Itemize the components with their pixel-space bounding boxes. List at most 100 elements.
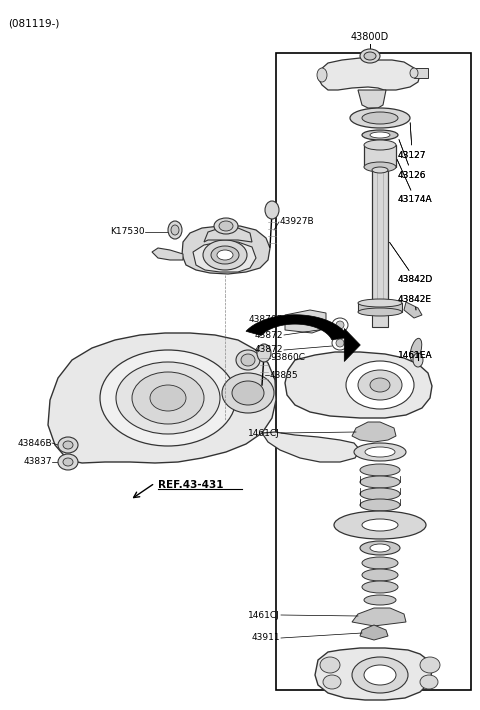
Ellipse shape [265, 201, 279, 219]
Polygon shape [152, 248, 183, 260]
Text: 43174A: 43174A [397, 160, 432, 204]
Text: 43872: 43872 [254, 330, 283, 339]
Ellipse shape [323, 675, 341, 689]
Text: 1461EA: 1461EA [398, 351, 432, 359]
Ellipse shape [360, 488, 400, 500]
Ellipse shape [358, 299, 402, 307]
Ellipse shape [168, 221, 182, 239]
Ellipse shape [410, 339, 422, 361]
Bar [276, 53, 471, 690]
Ellipse shape [214, 218, 238, 234]
Text: 1461CJ: 1461CJ [248, 429, 280, 437]
Ellipse shape [354, 443, 406, 461]
Ellipse shape [420, 675, 438, 689]
Ellipse shape [100, 350, 236, 446]
Ellipse shape [211, 246, 239, 264]
Ellipse shape [360, 476, 400, 488]
Ellipse shape [336, 339, 344, 347]
Ellipse shape [358, 308, 402, 316]
Ellipse shape [364, 162, 396, 172]
Ellipse shape [364, 665, 396, 685]
Text: 43846B: 43846B [17, 439, 52, 447]
Ellipse shape [365, 447, 395, 457]
Ellipse shape [362, 112, 398, 124]
Text: 43126: 43126 [398, 140, 427, 180]
Bar [358, 303, 402, 312]
Ellipse shape [352, 657, 408, 693]
Ellipse shape [58, 437, 78, 453]
Ellipse shape [360, 499, 400, 511]
Ellipse shape [362, 581, 398, 593]
Text: 1461CJ: 1461CJ [248, 611, 280, 620]
Ellipse shape [317, 68, 327, 82]
Ellipse shape [362, 569, 398, 581]
Text: 43842E: 43842E [398, 295, 432, 310]
Ellipse shape [346, 361, 414, 409]
Text: 43872: 43872 [254, 346, 283, 354]
Polygon shape [318, 58, 420, 90]
Text: 43127: 43127 [398, 123, 427, 160]
Ellipse shape [116, 362, 220, 434]
Ellipse shape [360, 464, 400, 476]
Ellipse shape [372, 167, 388, 173]
Ellipse shape [217, 250, 233, 260]
Ellipse shape [171, 225, 179, 235]
Text: 43174A: 43174A [397, 160, 432, 204]
Polygon shape [48, 333, 276, 463]
Ellipse shape [132, 372, 204, 424]
Bar [372, 312, 388, 327]
Text: 93860C: 93860C [270, 354, 305, 363]
Ellipse shape [362, 557, 398, 569]
Polygon shape [404, 302, 422, 318]
Bar [372, 170, 388, 305]
Text: 43126: 43126 [398, 140, 427, 180]
Ellipse shape [370, 544, 390, 552]
Text: 43842E: 43842E [398, 295, 432, 310]
Ellipse shape [219, 221, 233, 231]
Polygon shape [344, 329, 360, 361]
Ellipse shape [362, 519, 398, 531]
Polygon shape [262, 432, 360, 462]
Ellipse shape [360, 541, 400, 555]
Text: 43911: 43911 [252, 633, 280, 643]
Bar [364, 145, 396, 167]
Ellipse shape [358, 370, 402, 400]
Polygon shape [352, 608, 406, 626]
Ellipse shape [332, 336, 348, 350]
Ellipse shape [364, 140, 396, 150]
Ellipse shape [232, 381, 264, 405]
Ellipse shape [63, 441, 73, 449]
Ellipse shape [236, 350, 260, 370]
Text: 43842D: 43842D [390, 242, 433, 285]
Ellipse shape [362, 130, 398, 140]
Text: 43835: 43835 [270, 371, 299, 380]
Polygon shape [352, 422, 396, 442]
Ellipse shape [350, 108, 410, 128]
Polygon shape [358, 90, 386, 108]
Text: 1461EA: 1461EA [398, 351, 432, 359]
Ellipse shape [150, 385, 186, 411]
Polygon shape [360, 625, 388, 640]
Ellipse shape [58, 454, 78, 470]
Polygon shape [285, 352, 432, 418]
Polygon shape [182, 226, 270, 274]
Polygon shape [193, 242, 256, 272]
Text: REF.43-431: REF.43-431 [158, 480, 224, 490]
Ellipse shape [320, 657, 340, 673]
Ellipse shape [203, 240, 247, 270]
Text: 43927B: 43927B [280, 217, 314, 226]
Text: 43842D: 43842D [390, 242, 433, 285]
Bar [414, 68, 428, 78]
Ellipse shape [364, 595, 396, 605]
Ellipse shape [332, 318, 348, 332]
Polygon shape [204, 228, 252, 242]
Text: 43837: 43837 [24, 457, 52, 466]
Ellipse shape [360, 49, 380, 63]
Ellipse shape [334, 511, 426, 539]
Ellipse shape [63, 458, 73, 466]
Ellipse shape [413, 353, 423, 367]
Polygon shape [315, 648, 432, 700]
Text: 43870B: 43870B [248, 315, 283, 324]
Ellipse shape [410, 68, 418, 78]
Ellipse shape [364, 52, 376, 60]
